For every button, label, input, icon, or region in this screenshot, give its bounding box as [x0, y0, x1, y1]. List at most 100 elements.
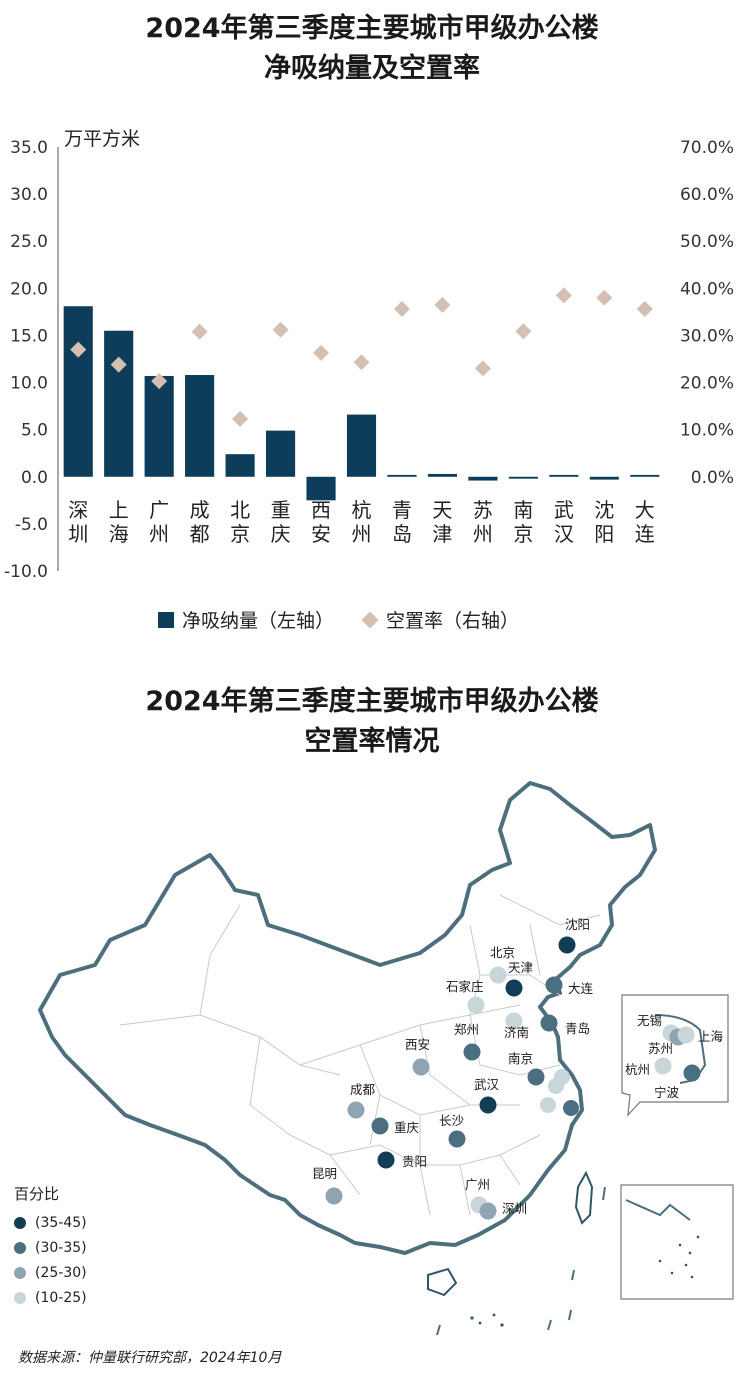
category-label: 西: [311, 498, 331, 522]
vacancy-marker-深圳: [70, 341, 87, 358]
city-label-深圳: 深圳: [502, 1201, 527, 1216]
bar-广州: [144, 375, 174, 477]
category-label: 北: [230, 498, 250, 522]
category-label: 沈: [594, 498, 614, 522]
category-label: 岛: [392, 522, 412, 546]
city-label-贵阳: 贵阳: [402, 1154, 427, 1169]
city-dot-青岛: [540, 1014, 558, 1032]
vacancy-marker-天津: [434, 296, 451, 313]
city-label-天津: 天津: [508, 960, 533, 975]
chart-title-line-1: 2024年第三季度主要城市甲级办公楼: [145, 13, 599, 44]
category-label: 深: [68, 498, 88, 522]
y2-tick-label: 60.0%: [680, 185, 734, 205]
y-tick-label: -5.0: [15, 515, 48, 535]
bar-成都: [185, 375, 215, 477]
legend-label-4: (10-25): [35, 1289, 87, 1306]
category-label: 天: [432, 498, 452, 522]
vacancy-marker-杭州: [353, 354, 370, 371]
y2-tick-label: 30.0%: [680, 326, 734, 346]
category-label: 重: [271, 498, 291, 522]
chart-legend: 净吸纳量（左轴） 空置率（右轴）: [158, 606, 519, 633]
y-axis-unit-label: 万平方米: [64, 128, 141, 150]
city-dot-贵阳: [377, 1151, 395, 1169]
city-label-青岛: 青岛: [565, 1021, 590, 1036]
vacancy-marker-南京: [515, 323, 532, 340]
category-label: 苏: [473, 498, 493, 522]
city-label-昆明: 昆明: [312, 1166, 337, 1181]
city-dot-西安: [412, 1058, 430, 1076]
y-tick-label: 25.0: [10, 232, 48, 252]
city-label-沈阳: 沈阳: [565, 917, 590, 932]
category-label: 京: [230, 522, 250, 546]
category-label: 京: [513, 522, 533, 546]
category-label: 广: [149, 498, 169, 522]
city-label-石家庄: 石家庄: [446, 979, 484, 994]
city-label-济南: 济南: [504, 1025, 529, 1040]
city-dot-沈阳: [558, 936, 576, 954]
bar-苏州: [468, 476, 498, 481]
y-tick-label: 15.0: [10, 326, 48, 346]
y2-tick-label: 20.0%: [680, 374, 734, 394]
city-dot-石家庄: [467, 996, 485, 1014]
city-label-北京: 北京: [490, 945, 515, 960]
category-label: 都: [190, 522, 210, 546]
city-label-武汉: 武汉: [474, 1077, 500, 1092]
city-label-长沙: 长沙: [439, 1113, 465, 1128]
y-tick-label: -10.0: [4, 562, 48, 582]
city-dot-郑州: [463, 1043, 481, 1061]
city-label-南京: 南京: [508, 1051, 533, 1066]
y-tick-label: 30.0: [10, 185, 48, 205]
legend-dot-4: [14, 1291, 26, 1304]
city-dot-昆明: [325, 1187, 343, 1205]
category-label: 杭: [352, 498, 372, 522]
vacancy-marker-武汉: [555, 287, 572, 304]
category-label: 海: [109, 522, 129, 546]
legend-dot-3: [14, 1266, 26, 1279]
bar-青岛: [387, 474, 417, 477]
bar-重庆: [265, 430, 296, 477]
bar-深圳: [63, 306, 93, 477]
city-label-郑州: 郑州: [454, 1022, 479, 1037]
category-label: 津: [432, 522, 452, 546]
vacancy-marker-广州: [151, 373, 168, 390]
y2-tick-label: 50.0%: [680, 232, 734, 252]
category-label: 圳: [68, 522, 88, 546]
category-label: 州: [352, 522, 372, 546]
city-dot-武汉: [479, 1096, 497, 1114]
bar-北京: [225, 454, 255, 477]
bar-大连: [630, 474, 660, 477]
vacancy-marker-大连: [636, 301, 653, 318]
map-legend-row: (35-45): [14, 1210, 87, 1235]
vacancy-marker-上海: [110, 356, 127, 373]
category-label: 州: [149, 522, 169, 546]
city-dot-长沙: [448, 1130, 466, 1148]
category-label: 连: [635, 522, 655, 546]
city-dot-unlabeled: [563, 1100, 579, 1116]
category-label: 州: [473, 522, 493, 546]
vacancy-marker-沈阳: [596, 289, 613, 306]
vacancy-marker-重庆: [272, 321, 289, 338]
city-dot-大连: [545, 976, 563, 994]
city-label-成都: 成都: [350, 1082, 376, 1097]
category-label: 成: [190, 498, 210, 522]
city-dot-济南: [505, 1012, 523, 1030]
city-label-宁波: 宁波: [654, 1085, 680, 1100]
vacancy-marker-苏州: [474, 360, 491, 377]
y-tick-label: 0.0: [21, 468, 48, 488]
city-label-重庆: 重庆: [394, 1120, 420, 1135]
legend-diamond-swatch: [361, 611, 379, 628]
map-legend: 百分比 (35-45) (30-35) (25-30) (10-25): [14, 1183, 87, 1310]
y2-tick-label: 70.0%: [680, 138, 734, 158]
city-dot-南京: [527, 1068, 545, 1086]
vacancy-marker-西安: [313, 344, 330, 361]
city-dot-上海: [677, 1026, 695, 1044]
city-dot-unlabeled: [548, 1078, 564, 1094]
combo-chart: 35.0 30.0 25.0 20.0 15.0 10.0 5.0 0.0 -5.0 -10.0 7…: [4, 138, 734, 582]
category-label: 武: [554, 498, 574, 522]
category-label: 上: [109, 498, 129, 522]
category-label: 南: [513, 498, 533, 522]
legend-scatter-label: 空置率（右轴）: [386, 610, 520, 632]
y2-tick-label: 0.0%: [691, 468, 734, 488]
